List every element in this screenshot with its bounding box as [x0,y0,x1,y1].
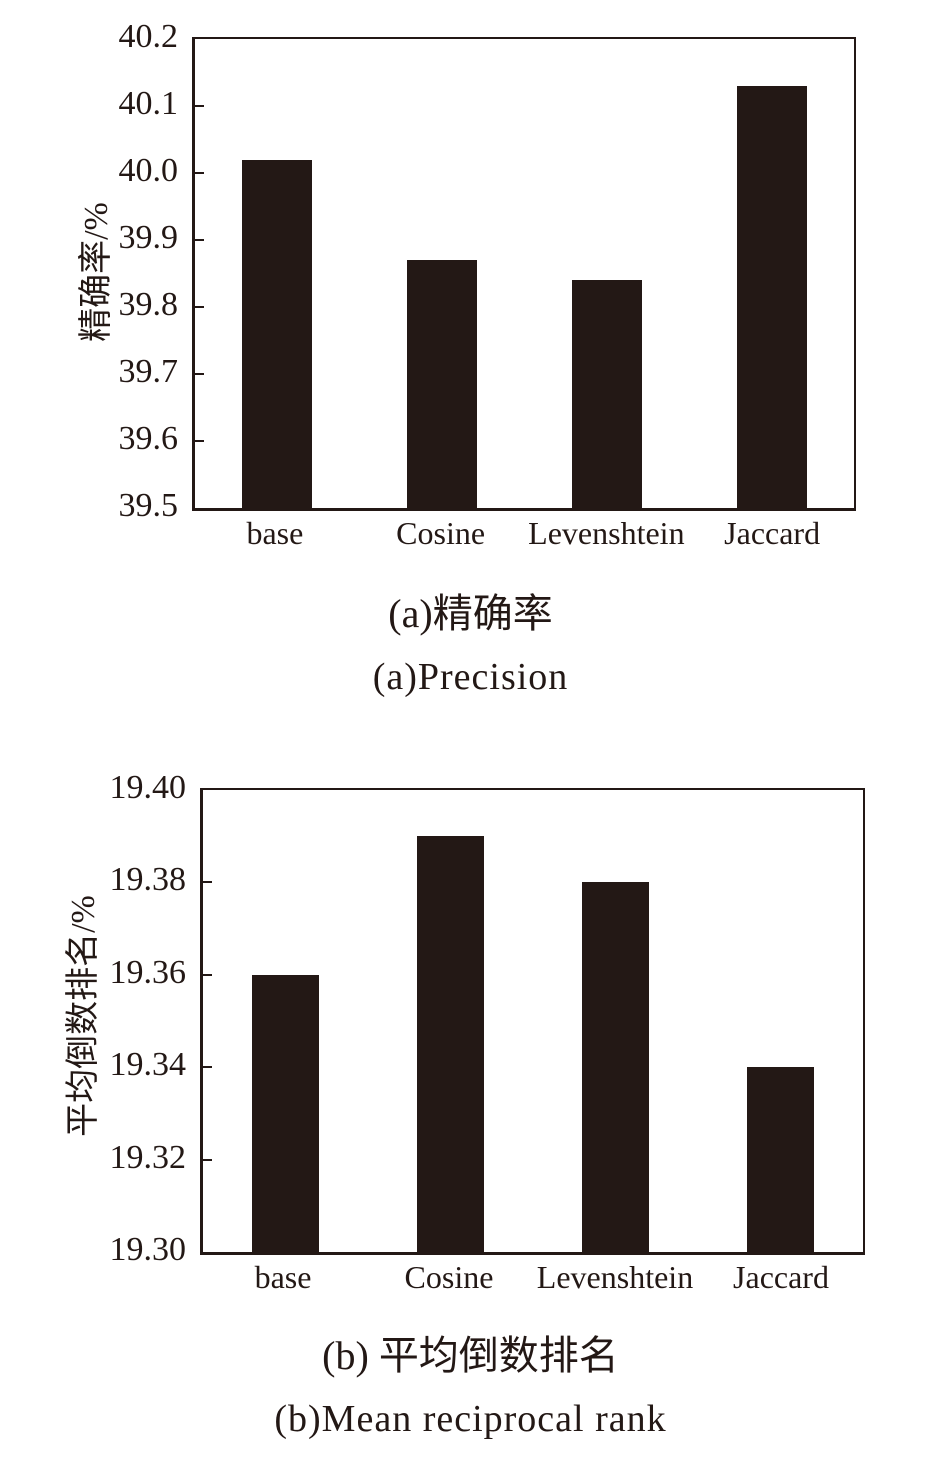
y-axis-tick-labels: 39.5 39.6 39.7 39.8 39.9 40.0 40.1 40.2 [0,20,179,523]
y-tick-label: 40.1 [118,85,179,122]
bar-base [242,159,313,508]
x-tick-label-levenshtein: Levenshtein [528,515,685,551]
y-tick-label: 19.40 [109,769,187,806]
y-tick-label: 40.0 [118,152,179,189]
y-tick-label: 39.5 [118,487,179,524]
y-tick-mark [195,306,204,308]
y-tick-mark [195,440,204,442]
bar-cosine [407,260,478,508]
y-tick-label: 19.32 [109,1138,187,1176]
y-tick-mark [195,373,204,375]
y-tick-mark [195,172,204,174]
x-tick-label-base: base [254,1259,312,1295]
y-axis-title: 平均倒数排名/% [65,895,102,1137]
x-tick-label-cosine: Cosine [396,515,486,551]
y-tick-label: 39.9 [118,219,179,256]
y-tick-label: 19.34 [109,1046,187,1084]
caption-b-chinese: (b) 平均倒数排名 [322,1333,619,1378]
y-tick-mark [203,881,212,884]
y-tick-mark [195,239,204,241]
caption-b-english: (b)Mean reciprocal rank [274,1398,667,1440]
y-tick-label: 39.7 [118,353,179,390]
bar-base [252,974,319,1252]
x-tick-label-jaccard: Jaccard [724,515,821,551]
y-tick-label: 40.2 [118,18,179,55]
x-tick-label-jaccard: Jaccard [733,1259,829,1295]
x-tick-label-levenshtein: Levenshtein [536,1259,694,1295]
y-tick-label: 39.8 [118,286,179,323]
y-tick-mark [203,973,212,976]
y-tick-label: 19.38 [109,861,187,899]
y-tick-mark [203,1158,212,1161]
y-tick-mark [203,1066,212,1069]
x-axis-tick-labels: base Cosine Levenshtein Jaccard [192,515,855,562]
y-axis-title: 精确率/% [78,202,115,342]
y-tick-label: 39.6 [118,420,179,457]
caption-a-chinese: (a)精确率 [388,591,553,636]
bar-jaccard [736,85,807,508]
x-axis-tick-labels: base Cosine Levenshtein Jaccard [200,1259,864,1306]
bar-jaccard [747,1067,814,1252]
y-tick-label: 19.30 [109,1231,187,1268]
x-tick-label-base: base [246,515,304,551]
y-tick-mark [195,105,204,107]
caption-a-english: (a)Precision [372,656,569,698]
x-tick-label-cosine: Cosine [404,1259,494,1295]
plot-area [192,37,856,511]
bar-levenshtein [582,882,649,1252]
bar-cosine [417,836,484,1252]
y-tick-label: 19.36 [109,953,187,991]
plot-area [200,788,865,1255]
y-axis-tick-labels: 19.30 19.32 19.34 19.36 19.38 19.40 [0,771,187,1267]
bar-levenshtein [571,280,642,508]
